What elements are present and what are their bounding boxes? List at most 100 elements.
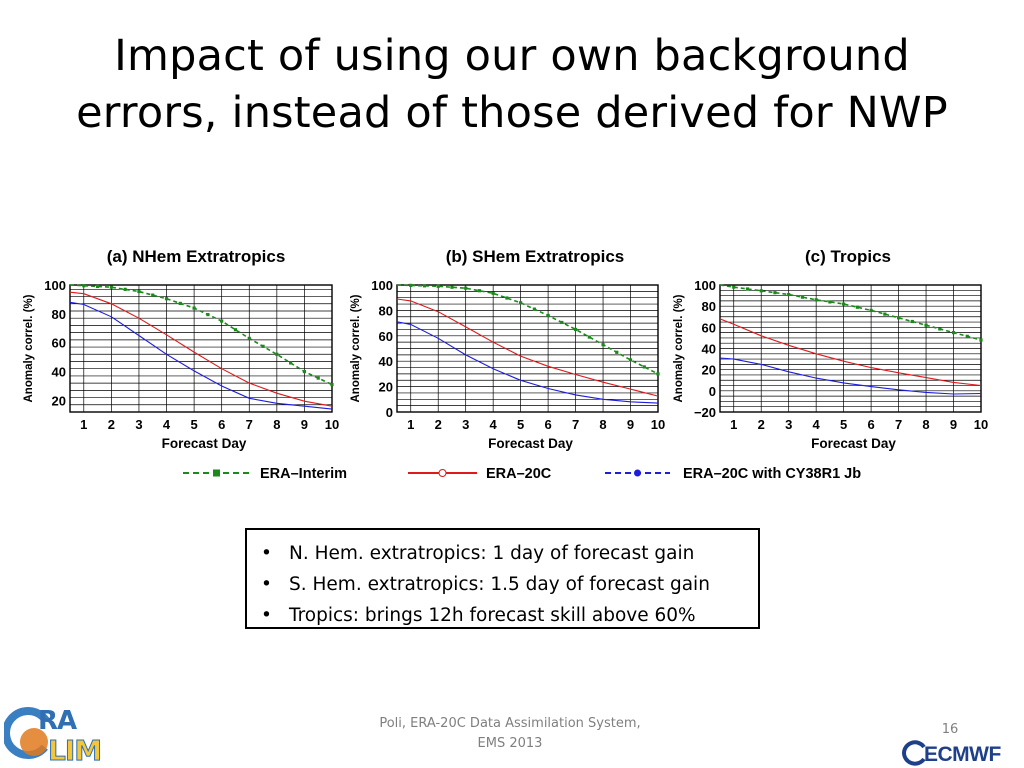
series-marker [745,287,750,291]
series-line-2 [69,291,333,407]
series-marker [814,298,818,302]
x-tick-label: 3 [785,417,792,432]
series-marker [192,306,196,310]
series-marker [628,358,633,362]
x-tick-label: 10 [325,417,339,432]
series-line-3 [69,301,333,410]
x-tick-label: 10 [974,417,988,432]
x-axis-label: Forecast Day [162,436,247,451]
x-axis-label: Forecast Day [811,436,896,451]
x-tick-label: 1 [730,417,737,432]
series-marker [656,372,660,376]
series-marker [759,289,763,293]
y-tick-label: 60 [52,336,66,351]
x-tick-label: 8 [273,417,280,432]
page-number: 16 [941,722,959,737]
bullet-icon: • [261,605,272,626]
y-tick-label: 40 [702,342,716,357]
summary-item: • N. Hem. extratropics: 1 day of forecast… [257,538,758,569]
series-line-2 [396,298,659,397]
x-tick-label: 2 [435,417,442,432]
series-marker [642,365,646,369]
summary-box: • N. Hem. extratropics: 1 day of forecast… [245,528,760,629]
series-marker [206,312,210,317]
y-tick-label: 60 [379,329,393,344]
y-tick-label: 100 [694,278,716,293]
series-line-3 [396,321,659,404]
x-tick-label: 9 [301,417,308,432]
y-tick-label: 20 [379,380,393,395]
series-marker [109,285,113,289]
series-marker [450,285,454,289]
series-marker [951,331,956,335]
footer-caption: Poli, ERA-20C Data Assimilation System, … [355,714,665,754]
y-axis-label: Anomaly correl. (%) [673,294,685,402]
legend-marker [634,469,641,477]
series-marker [220,319,224,323]
x-tick-label: 5 [190,417,197,432]
series-marker [979,338,983,342]
series-marker [519,301,523,305]
x-tick-label: 7 [246,417,253,432]
series-line-2 [719,318,982,387]
x-tick-label: 4 [813,417,821,432]
chart-panel-3: −20 0 20 40 60 80 100 1 2 3 4 5 6 7 8 9 10 Forecast Day An… [673,247,988,451]
series-marker [247,336,251,340]
series-marker [800,295,805,299]
svg-text:RA: RA [38,706,77,736]
series-marker [261,344,265,348]
y-tick-label: 40 [379,354,393,369]
series-marker [505,296,509,300]
slide-title: Impact of using our own background error… [0,28,1024,142]
x-tick-label: 6 [867,417,874,432]
x-tick-label: 1 [80,417,87,432]
x-tick-label: 10 [651,417,665,432]
x-tick-label: 5 [517,417,524,432]
y-tick-label: 20 [52,393,66,408]
series-marker [422,284,427,288]
legend-label: ERA–Interim [260,466,347,482]
svg-text:ECMWF: ECMWF [924,743,1001,766]
summary-item: • Tropics: brings 12h forecast skill abov… [257,600,758,631]
y-tick-label: 40 [52,365,66,380]
series-line-3 [719,357,982,395]
legend-item: ERA–20C with CY38R1 Jb [605,466,861,482]
footer-line-1: Poli, ERA-20C Data Assimilation System, [379,716,641,731]
x-tick-label: 5 [840,417,847,432]
series-marker [938,327,942,331]
y-axis-label: Anomaly correl. (%) [350,294,362,402]
series-marker [436,284,440,288]
x-tick-label: 8 [922,417,929,432]
x-tick-label: 4 [163,417,171,432]
series-marker [965,334,969,338]
series-marker [164,297,169,301]
summary-item: • S. Hem. extratropics: 1.5 day of foreca… [257,569,758,600]
x-tick-label: 9 [950,417,957,432]
y-tick-label: 80 [379,303,393,318]
x-axis-label: Forecast Day [488,436,573,451]
slide-title-line-1: Impact of using our own background [114,31,910,81]
series-marker [532,307,536,311]
x-tick-label: 1 [407,417,414,432]
chart-title: (b) SHem Extratropics [446,247,625,266]
plot-frame [69,284,333,413]
series-marker [477,289,482,293]
series-marker [615,350,619,354]
x-tick-label: 9 [627,417,634,432]
x-tick-label: 8 [599,417,606,432]
series-marker [546,313,550,318]
legend-marker [213,469,220,477]
y-tick-label: 100 [44,278,66,293]
series-marker [601,343,605,347]
bullet-icon: • [261,574,272,595]
series-marker [573,327,578,332]
series-marker [178,301,182,306]
era-clim-logo: RA LIM [4,706,103,764]
legend-item: ERA–20C [408,466,552,482]
x-tick-label: 4 [490,417,498,432]
series-marker [464,286,468,290]
y-tick-label: 80 [702,299,716,314]
series-marker [869,308,873,312]
series-marker [95,284,100,289]
footer-line-2: EMS 2013 [477,736,543,751]
